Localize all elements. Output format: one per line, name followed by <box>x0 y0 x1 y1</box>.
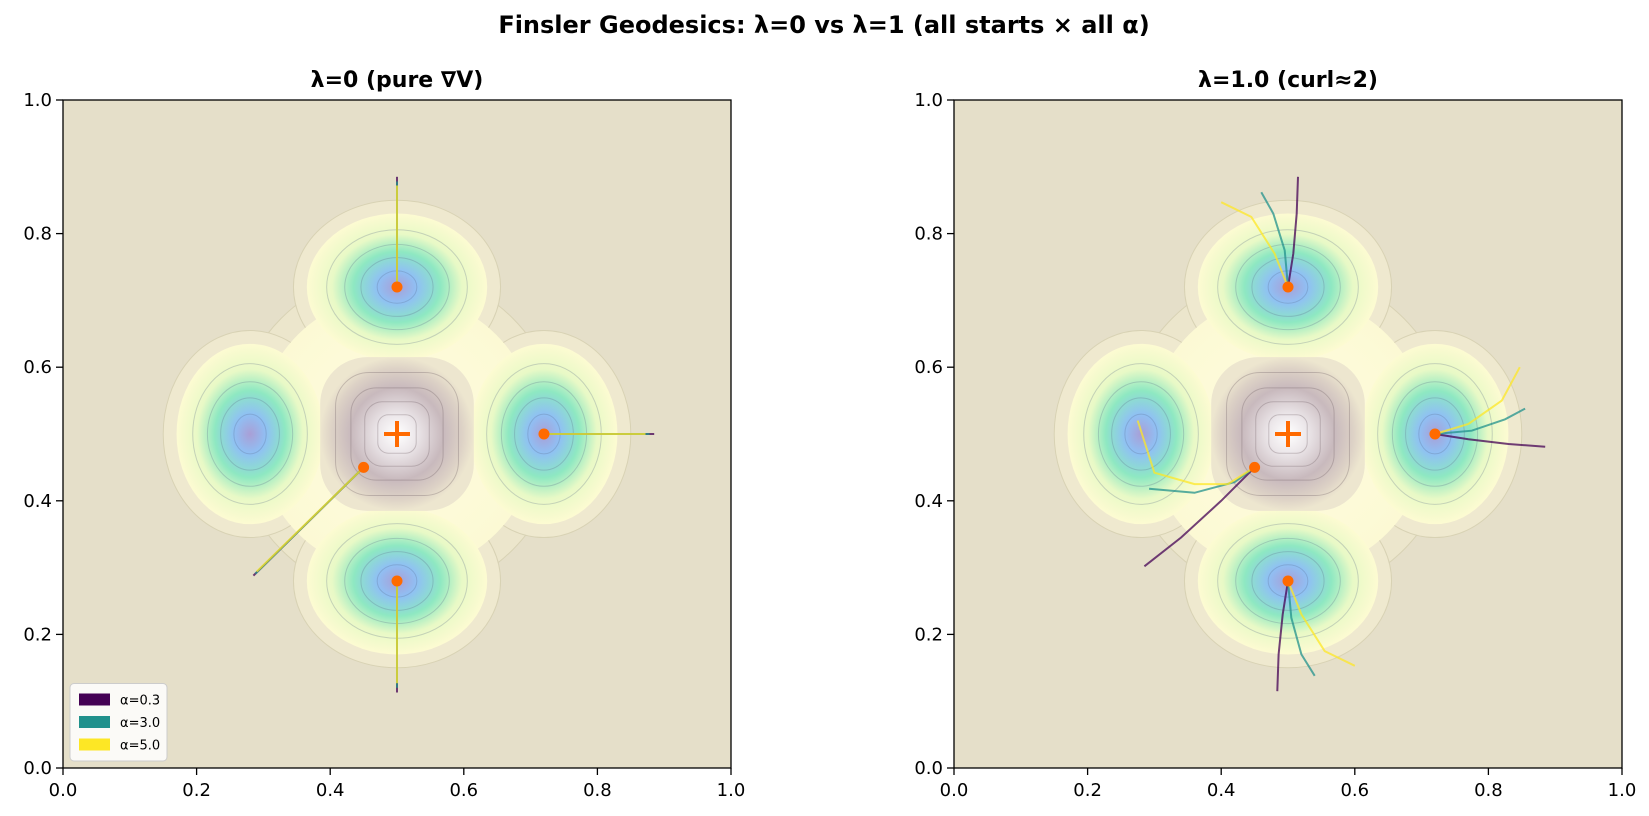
geodesic-line <box>1434 407 1526 435</box>
geodesic-line <box>1287 580 1356 667</box>
x-tick-label: 0.4 <box>316 780 345 801</box>
field-well-contour <box>1083 363 1199 505</box>
field-well <box>176 343 324 525</box>
y-tick-label: 0.2 <box>914 624 943 645</box>
field-well-contour <box>1377 363 1493 505</box>
field-well-contour <box>1217 229 1359 345</box>
panel-title: λ=0 (pure ∇V) <box>311 68 484 93</box>
x-tick-label: 0.6 <box>1340 780 1369 801</box>
field-well-contour <box>1235 243 1341 331</box>
legend-label: α=5.0 <box>120 739 160 754</box>
x-tick-label: 0.0 <box>49 780 78 801</box>
field-well-contour <box>1235 537 1341 625</box>
x-tick-label: 0.2 <box>1073 780 1102 801</box>
x-tick-label: 1.0 <box>717 780 746 801</box>
geodesic-line <box>256 466 365 573</box>
panel-lambda-1: λ=1.0 (curl≈2) 0.0 0.2 0.4 0.6 0.8 1.0 0.0 0.2… <box>914 68 1636 801</box>
legend: α=0.3 α=3.0 α=5.0 <box>69 683 168 762</box>
x-tick-label: 1.0 <box>1608 780 1637 801</box>
field-hill-contour <box>335 372 459 496</box>
field-well-contour <box>1405 397 1465 471</box>
legend-swatch <box>79 738 110 751</box>
x-axis: 0.0 0.2 0.4 0.6 0.8 1.0 <box>49 768 746 801</box>
panel-title: λ=1.0 (curl≈2) <box>1198 68 1378 93</box>
start-point <box>538 428 550 440</box>
y-tick-label: 1.0 <box>914 90 943 111</box>
y-tick-label: 0.0 <box>23 758 52 779</box>
figure-suptitle: Finsler Geodesics: λ=0 vs λ=1 (all start… <box>498 11 1149 39</box>
y-tick-label: 0.6 <box>23 357 52 378</box>
center-marker <box>384 421 410 447</box>
geodesic-line <box>1287 580 1316 677</box>
geodesic-line <box>1136 420 1256 486</box>
y-tick-label: 1.0 <box>23 90 52 111</box>
field-well-contour <box>1217 523 1359 639</box>
x-tick-label: 0.4 <box>1207 780 1236 801</box>
geodesic-line <box>1434 433 1546 448</box>
y-tick-label: 0.4 <box>914 491 943 512</box>
plot-frame <box>953 99 1623 769</box>
geodesic-line <box>1143 466 1256 568</box>
x-tick-label: 0.8 <box>1474 780 1503 801</box>
y-tick-label: 0.8 <box>23 224 52 245</box>
start-point <box>391 281 403 293</box>
x-tick-label: 0.8 <box>583 780 612 801</box>
field-well-contour <box>1391 381 1479 487</box>
geodesic-line <box>1276 580 1289 692</box>
field-hill-contour <box>364 401 430 467</box>
legend-swatch <box>79 693 110 706</box>
field-hill-contour <box>1241 387 1335 481</box>
geodesic-line <box>1434 366 1521 435</box>
field-well-contour <box>192 363 308 505</box>
start-points <box>358 281 550 587</box>
x-tick-label: 0.0 <box>940 780 969 801</box>
start-point <box>358 461 370 473</box>
field-well-contour <box>1124 413 1158 455</box>
geodesic-line <box>1220 201 1289 288</box>
field-well-contour <box>1251 257 1325 317</box>
start-point <box>1249 461 1261 473</box>
field-well-contour <box>1097 381 1185 487</box>
field-well-contour <box>1418 413 1452 455</box>
geodesic-line <box>1260 191 1289 288</box>
start-points <box>1249 281 1441 587</box>
field-well-contour <box>220 397 280 471</box>
field-well-contour <box>1267 564 1309 598</box>
y-tick-label: 0.6 <box>914 357 943 378</box>
field-hill-contour <box>1226 372 1350 496</box>
field-well-contour <box>1267 270 1309 304</box>
y-tick-label: 0.8 <box>914 224 943 245</box>
x-tick-label: 0.6 <box>449 780 478 801</box>
x-tick-label: 0.2 <box>182 780 211 801</box>
y-tick-label: 0.2 <box>23 624 52 645</box>
legend-label: α=3.0 <box>120 716 160 731</box>
field-hill-contour <box>1268 414 1308 454</box>
field-hill-contour <box>377 414 417 454</box>
y-axis: 0.0 0.2 0.4 0.6 0.8 1.0 <box>914 90 954 779</box>
field-well-contour <box>1251 551 1325 611</box>
field-well-contour <box>233 413 267 455</box>
start-point <box>1282 575 1294 587</box>
field-hill-contour <box>350 387 444 481</box>
y-tick-label: 0.0 <box>914 758 943 779</box>
center-marker <box>1275 421 1301 447</box>
field-hill-contour <box>1255 401 1321 467</box>
start-point <box>1282 281 1294 293</box>
start-point <box>391 575 403 587</box>
geodesic-lines <box>252 176 655 693</box>
geodesic-line <box>1287 176 1299 288</box>
field-well-contour <box>206 381 294 487</box>
plot-frame <box>62 99 732 769</box>
legend-swatch <box>79 716 110 728</box>
x-axis: 0.0 0.2 0.4 0.6 0.8 1.0 <box>940 768 1637 801</box>
y-tick-label: 0.4 <box>23 491 52 512</box>
geodesic-lines <box>1136 176 1546 692</box>
start-point <box>1429 428 1441 440</box>
y-axis: 0.0 0.2 0.4 0.6 0.8 1.0 <box>23 90 63 779</box>
panel-lambda-0: λ=0 (pure ∇V) 0.0 0.2 0.4 0.6 0.8 1.0 0.00.20… <box>23 68 745 801</box>
legend-label: α=0.3 <box>120 694 160 709</box>
field-well-contour <box>1111 397 1171 471</box>
